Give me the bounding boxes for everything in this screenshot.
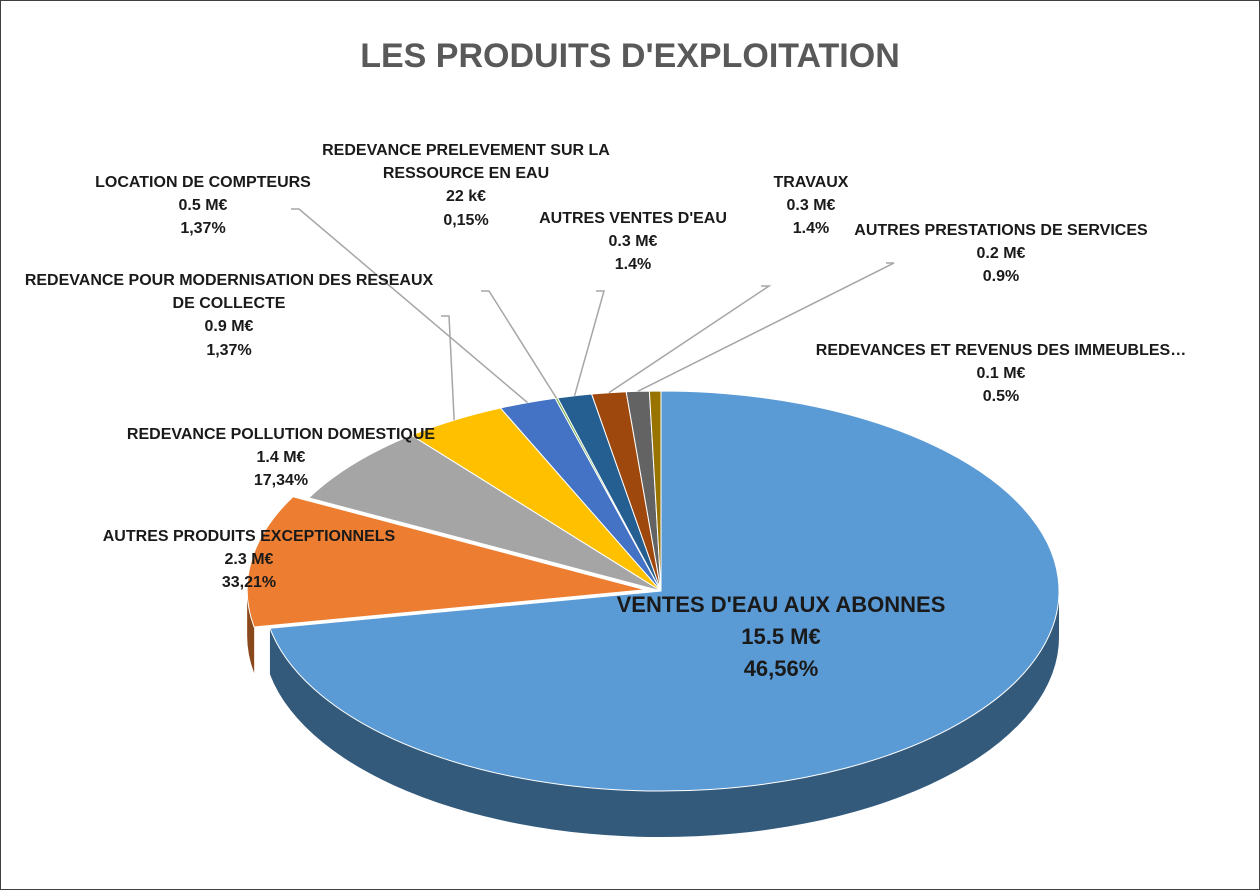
slice — [246, 496, 646, 628]
slice — [307, 434, 662, 592]
slice-label: AUTRES PRODUITS EXCEPTIONNELS 2.3 M€ 33,21… — [59, 525, 439, 595]
slice-label: AUTRES VENTES D'EAU 0.3 M€ 1.4% — [503, 207, 763, 277]
label-value: 0.2 M€ — [976, 245, 1026, 263]
label-name: REDEVANCE POLLUTION DOMESTIQUE — [126, 426, 436, 443]
chart-title: LES PRODUITS D'EXPLOITATION — [360, 37, 900, 75]
label-percent: 1,37% — [180, 220, 226, 238]
label-percent: 0.5% — [982, 388, 1020, 406]
slice-label: AUTRES PRESTATIONS DE SERVICES 0.2 M€ 0.9% — [821, 219, 1181, 289]
label-percent: 1,37% — [206, 341, 252, 359]
leader-line — [441, 315, 455, 421]
leader-line — [481, 290, 558, 399]
label-value: 0.5 M€ — [178, 197, 228, 215]
label-percent: 1.4% — [792, 220, 830, 238]
leader-line — [291, 208, 528, 404]
label-name: REDEVANCES ET REVENUS DES IMMEUBLES… — [815, 342, 1187, 359]
leader-line — [637, 262, 895, 393]
label-value: 0.9 M€ — [204, 318, 254, 336]
leader-line — [608, 285, 772, 394]
label-name: VENTES D'EAU AUX ABONNES — [616, 592, 946, 617]
label-name: AUTRES PRODUITS EXCEPTIONNELS — [102, 528, 396, 545]
label-name: AUTRES PRESTATIONS DE SERVICES — [854, 222, 1148, 239]
slice-label: REDEVANCE POLLUTION DOMESTIQUE 1.4 M€ 17,3… — [61, 423, 501, 493]
label-name: LOCATION DE COMPTEURS — [95, 174, 311, 191]
leader-line — [573, 290, 605, 396]
slice-label: LOCATION DE COMPTEURS 0.5 M€ 1,37% — [53, 171, 353, 241]
label-value: 0.1 M€ — [976, 365, 1026, 383]
slice-label: TRAVAUX 0.3 M€ 1.4% — [736, 171, 886, 241]
slice-label: VENTES D'EAU AUX ABONNES 15.5 M€ 46,56% — [571, 589, 991, 685]
label-percent: 0.9% — [982, 268, 1020, 286]
slice — [269, 390, 1060, 792]
label-value: 15.5 M€ — [741, 623, 821, 649]
slice — [648, 390, 662, 592]
label-percent: 33,21% — [221, 574, 277, 592]
slice-side — [269, 591, 1060, 837]
label-value: 0.3 M€ — [786, 197, 836, 215]
slice-label: REDEVANCE POUR MODERNISATION DES RESEAUX… — [14, 269, 444, 362]
label-value: 22 k€ — [445, 188, 487, 206]
slice-label: REDEVANCE PRELEVEMENT SUR LA RESSOURCE E… — [276, 139, 656, 232]
label-percent: 17,34% — [253, 472, 309, 490]
label-value: 2.3 M€ — [224, 551, 274, 569]
label-name: REDEVANCE POUR MODERNISATION DES RESEAUX… — [24, 272, 434, 313]
label-name: REDEVANCE PRELEVEMENT SUR LA RESSOURCE E… — [322, 142, 610, 183]
slice-label: REDEVANCES ET REVENUS DES IMMEUBLES… 0.1 … — [781, 339, 1221, 409]
label-percent: 46,56% — [743, 655, 819, 681]
label-name: TRAVAUX — [773, 174, 849, 191]
label-name: AUTRES VENTES D'EAU — [539, 210, 727, 227]
label-percent: 1.4% — [614, 256, 652, 274]
label-value: 1.4 M€ — [256, 449, 306, 467]
slice-side-shade — [269, 591, 1060, 837]
label-percent: 0,15% — [443, 211, 489, 229]
label-value: 0.3 M€ — [608, 233, 658, 251]
